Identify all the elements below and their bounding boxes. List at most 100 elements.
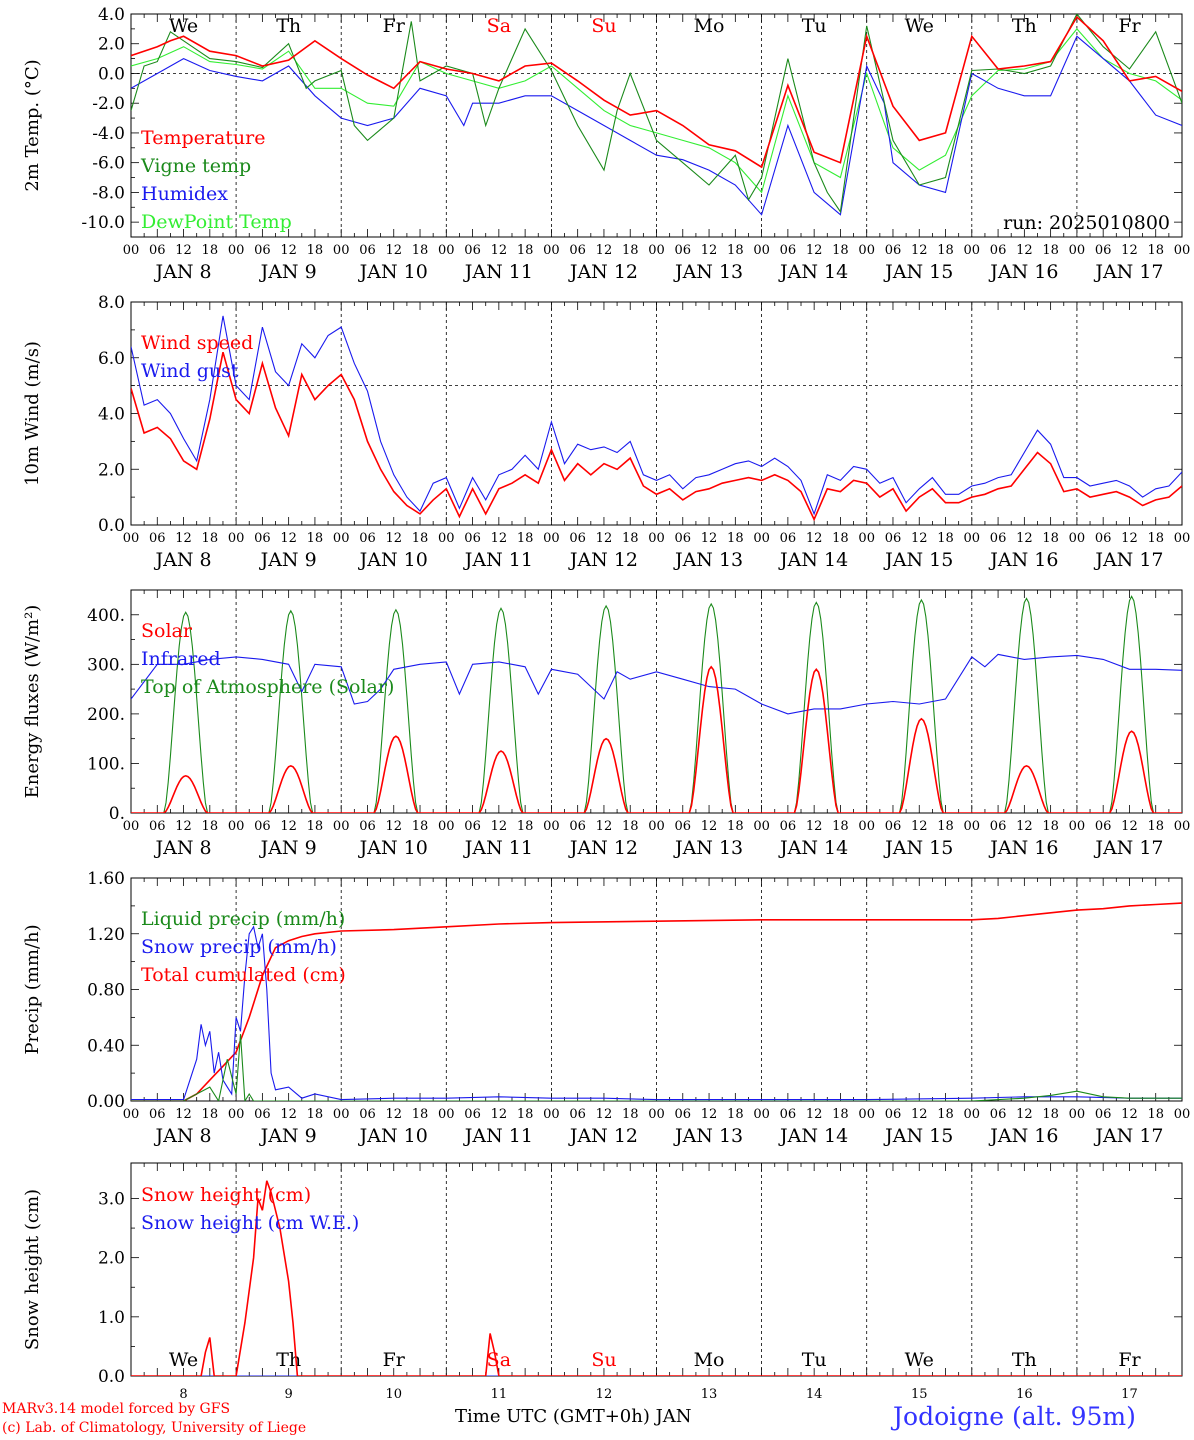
hour-label: 18 — [622, 531, 639, 546]
date-label: JAN 12 — [568, 549, 638, 571]
hour-label: 00 — [333, 1107, 350, 1122]
weekday-label: Fr — [383, 15, 406, 37]
hour-label: 00 — [1174, 243, 1191, 258]
hour-label: 00 — [964, 243, 981, 258]
hour-label: 06 — [149, 243, 166, 258]
hour-label: 00 — [438, 243, 455, 258]
hour-label: 18 — [832, 243, 849, 258]
hour-label: 18 — [1147, 819, 1164, 834]
hour-label: 00 — [438, 819, 455, 834]
date-label: JAN 13 — [673, 549, 743, 571]
hour-label: 18 — [937, 1107, 954, 1122]
hour-label: 06 — [149, 1107, 166, 1122]
hour-label: 18 — [727, 819, 744, 834]
series-line-snow-height-cm- — [131, 1180, 1182, 1376]
y-tick-label: 0.00 — [87, 1092, 125, 1112]
hour-label: 18 — [622, 243, 639, 258]
date-label: JAN 17 — [1093, 261, 1163, 283]
hour-label: 00 — [753, 819, 770, 834]
hour-label: 06 — [885, 531, 902, 546]
legend-entry: Humidex — [141, 183, 228, 205]
hour-label: 12 — [175, 243, 192, 258]
weekday-label: Fr — [1118, 1349, 1141, 1371]
hour-label: 18 — [517, 1107, 534, 1122]
hour-label: 00 — [648, 243, 665, 258]
series-group — [131, 14, 1182, 216]
hour-label: 18 — [1147, 1107, 1164, 1122]
hour-label: 06 — [569, 531, 586, 546]
hour-label: 18 — [1042, 531, 1059, 546]
weekday-label: We — [905, 1349, 934, 1371]
hour-label: 12 — [280, 243, 297, 258]
hour-label: 18 — [622, 1107, 639, 1122]
hour-label: 12 — [701, 819, 718, 834]
date-label: JAN 14 — [778, 549, 848, 571]
hour-label: 00 — [333, 819, 350, 834]
weekday-label: Sa — [487, 1349, 511, 1371]
hour-label: 06 — [885, 243, 902, 258]
series-line-infrared — [131, 653, 1182, 715]
y-tick-label: 3.0 — [98, 1190, 125, 1210]
hour-label: 00 — [1069, 243, 1086, 258]
hour-label: 06 — [149, 531, 166, 546]
hour-label: 18 — [307, 531, 324, 546]
hour-label: 06 — [675, 531, 692, 546]
y-tick-label: 8.0 — [98, 293, 125, 313]
hour-label: 12 — [701, 243, 718, 258]
hour-label: 18 — [1042, 1107, 1059, 1122]
day-number-label: 16 — [1016, 1387, 1033, 1402]
y-tick-label: 100. — [87, 754, 125, 774]
y-tick-label: -8.0 — [92, 183, 125, 203]
series-line-snow-precip-mm-h- — [131, 925, 1182, 1101]
date-label: JAN 15 — [883, 1125, 953, 1147]
hour-label: 18 — [307, 243, 324, 258]
hour-label: 00 — [543, 243, 560, 258]
day-number-label: 13 — [701, 1387, 718, 1402]
series-line-wind-speed — [131, 351, 1182, 522]
date-label: JAN 10 — [358, 549, 428, 571]
hour-label: 12 — [280, 531, 297, 546]
y-axis-label: 2m Temp. (°C) — [22, 59, 43, 191]
legend-entry: Liquid precip (mm/h) — [141, 908, 345, 930]
day-number-label: 8 — [179, 1387, 187, 1402]
hour-label: 06 — [675, 819, 692, 834]
weekday-label: Mo — [694, 15, 725, 37]
y-tick-label: 1.0 — [98, 1308, 125, 1328]
y-tick-label: -4.0 — [92, 124, 125, 144]
day-number-label: 9 — [285, 1387, 293, 1402]
day-number-label: 15 — [911, 1387, 928, 1402]
date-label: JAN 16 — [988, 261, 1058, 283]
hour-label: 00 — [858, 243, 875, 258]
hour-label: 00 — [648, 531, 665, 546]
date-label: JAN 9 — [259, 549, 317, 571]
hour-label: 12 — [806, 531, 823, 546]
hour-label: 18 — [202, 1107, 219, 1122]
y-tick-label: -2.0 — [92, 94, 125, 114]
hour-label: 00 — [858, 1107, 875, 1122]
hour-label: 00 — [438, 1107, 455, 1122]
hour-label: 00 — [753, 531, 770, 546]
hour-label: 12 — [491, 531, 508, 546]
weekday-label: We — [169, 1349, 198, 1371]
hour-label: 18 — [202, 531, 219, 546]
hour-label: 06 — [675, 1107, 692, 1122]
date-label: JAN 8 — [154, 837, 212, 859]
date-label: JAN 15 — [883, 261, 953, 283]
hour-label: 12 — [911, 1107, 928, 1122]
hour-label: 12 — [806, 1107, 823, 1122]
date-label: JAN 11 — [463, 549, 533, 571]
series-line-liquid-precip-mm-h- — [131, 1034, 1182, 1101]
series-group — [131, 1180, 1182, 1376]
y-tick-label: 4.0 — [98, 405, 125, 425]
weekday-label: Mo — [694, 1349, 725, 1371]
plot-frame — [130, 13, 1183, 238]
legend-entry: Temperature — [141, 127, 265, 149]
weekday-label: Th — [1012, 1349, 1037, 1371]
date-label: JAN 10 — [358, 261, 428, 283]
hour-label: 12 — [385, 819, 402, 834]
hour-label: 12 — [175, 531, 192, 546]
x-axis-title: Time UTC (GMT+0h) JAN — [455, 1406, 692, 1427]
hour-label: 18 — [622, 819, 639, 834]
weekday-label: Tu — [802, 15, 827, 37]
y-tick-label: 300. — [87, 655, 125, 675]
